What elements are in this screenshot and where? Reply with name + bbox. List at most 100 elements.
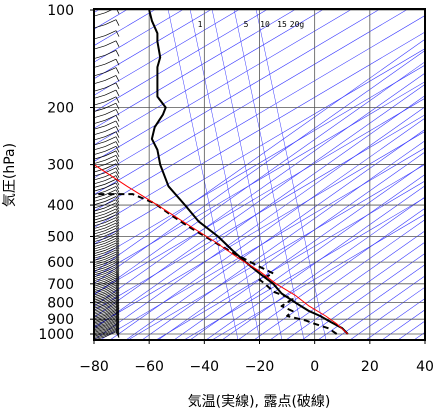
x-tick-label: 0 bbox=[310, 359, 319, 375]
wind-barb bbox=[94, 299, 120, 309]
wind-barb bbox=[94, 322, 120, 332]
wind-barb bbox=[94, 167, 120, 177]
adiabat-line bbox=[94, 48, 425, 245]
adiabat-line bbox=[94, 9, 297, 129]
wind-barb bbox=[94, 238, 120, 247]
isotherm-line bbox=[269, 230, 425, 340]
wind-barb bbox=[94, 302, 120, 312]
isotherm-line bbox=[94, 50, 425, 285]
wind-barb bbox=[94, 30, 120, 39]
wind-barb bbox=[94, 171, 120, 181]
wind-barb bbox=[94, 294, 120, 304]
mixing-ratio-label: 10 bbox=[260, 20, 270, 29]
wind-barb bbox=[94, 19, 120, 29]
adiabat-line bbox=[94, 131, 425, 328]
wind-barb bbox=[94, 253, 120, 263]
x-axis-title: 気温(実線), 露点(破線) bbox=[188, 394, 331, 410]
wind-barb bbox=[94, 245, 120, 254]
adiabat-line bbox=[94, 9, 241, 96]
wind-barb bbox=[94, 96, 120, 106]
wind-barb bbox=[94, 286, 120, 296]
isotherm-line bbox=[109, 117, 425, 340]
isotherm-line bbox=[221, 196, 425, 340]
wind-barb bbox=[94, 317, 120, 326]
isotherm-line bbox=[301, 253, 425, 340]
adiabat-line bbox=[94, 9, 353, 162]
wind-barb bbox=[94, 304, 120, 313]
wind-barb bbox=[94, 266, 120, 275]
wind-barb bbox=[94, 9, 120, 17]
isotherm-line bbox=[94, 106, 425, 340]
wind-barb bbox=[94, 205, 120, 215]
isotherm-line bbox=[285, 241, 425, 340]
wind-barb bbox=[94, 196, 120, 205]
mixing-ratio-line bbox=[211, 9, 283, 340]
mixing-ratio-line bbox=[189, 9, 261, 340]
wind-barb bbox=[94, 58, 120, 68]
wind-barb bbox=[94, 314, 120, 323]
wind-barb bbox=[94, 326, 120, 336]
wind-barb bbox=[94, 305, 120, 315]
dew-point-line bbox=[94, 193, 338, 335]
isotherm-line bbox=[189, 174, 425, 340]
wind-barb bbox=[94, 319, 120, 329]
wind-barb bbox=[94, 293, 120, 302]
wind-barb bbox=[94, 50, 120, 59]
wind-barb bbox=[94, 272, 120, 281]
wind-barb bbox=[94, 120, 120, 130]
x-tick-label: −40 bbox=[190, 359, 220, 375]
adiabat-line bbox=[94, 114, 425, 311]
wind-barb bbox=[94, 141, 120, 150]
mixing-ratio-labels: 1 5 10 15 20g bbox=[198, 20, 305, 29]
wind-barb bbox=[94, 284, 120, 294]
wind-barb bbox=[94, 291, 120, 301]
adiabat-line bbox=[94, 31, 425, 229]
parcel-line bbox=[94, 163, 349, 335]
y-tick-label: 800 bbox=[47, 296, 74, 312]
x-tick-label: −80 bbox=[79, 359, 109, 375]
wind-barb bbox=[94, 40, 120, 50]
wind-barb bbox=[94, 321, 120, 330]
wind-barb bbox=[94, 289, 120, 299]
wind-barb bbox=[94, 242, 120, 252]
isotherm-line bbox=[253, 219, 425, 340]
adiabat-line bbox=[211, 213, 425, 340]
wind-barb bbox=[94, 178, 120, 188]
wind-barb bbox=[94, 249, 120, 259]
isopleth-lines bbox=[94, 9, 435, 340]
y-tick-label: 100 bbox=[47, 3, 74, 19]
isotherm-line bbox=[430, 9, 435, 340]
wind-barb bbox=[94, 131, 120, 140]
wind-barb bbox=[94, 307, 120, 316]
wind-barb bbox=[94, 136, 120, 146]
wind-barb bbox=[94, 315, 120, 325]
wind-barb bbox=[94, 199, 120, 209]
y-tick-label: 300 bbox=[47, 158, 74, 174]
x-tick-label: −20 bbox=[245, 359, 275, 375]
wind-barb bbox=[94, 235, 120, 245]
wind-barb bbox=[94, 159, 120, 168]
wind-barb bbox=[94, 182, 120, 192]
wind-barb bbox=[94, 311, 120, 321]
temperature-line bbox=[148, 9, 349, 335]
wind-barb bbox=[94, 214, 120, 224]
adiabat-line bbox=[127, 164, 425, 340]
mixing-ratio-line bbox=[233, 9, 305, 340]
isotherm-line bbox=[237, 207, 425, 340]
adiabat-line bbox=[94, 9, 269, 113]
wind-barb bbox=[94, 296, 120, 306]
isotherm-line bbox=[333, 275, 425, 340]
x-tick-label: 20 bbox=[361, 359, 379, 375]
wind-barb bbox=[94, 288, 120, 297]
wind-barb bbox=[94, 211, 120, 221]
mixing-ratio-line bbox=[167, 9, 239, 340]
y-axis-title: 気圧(hPa) bbox=[2, 143, 18, 207]
isotherm-line bbox=[94, 83, 425, 318]
wind-barb bbox=[94, 312, 120, 322]
isotherm-line bbox=[157, 151, 425, 340]
isotherm-line bbox=[173, 162, 425, 340]
y-tick-label: 700 bbox=[47, 277, 74, 293]
wind-barb bbox=[94, 154, 120, 164]
